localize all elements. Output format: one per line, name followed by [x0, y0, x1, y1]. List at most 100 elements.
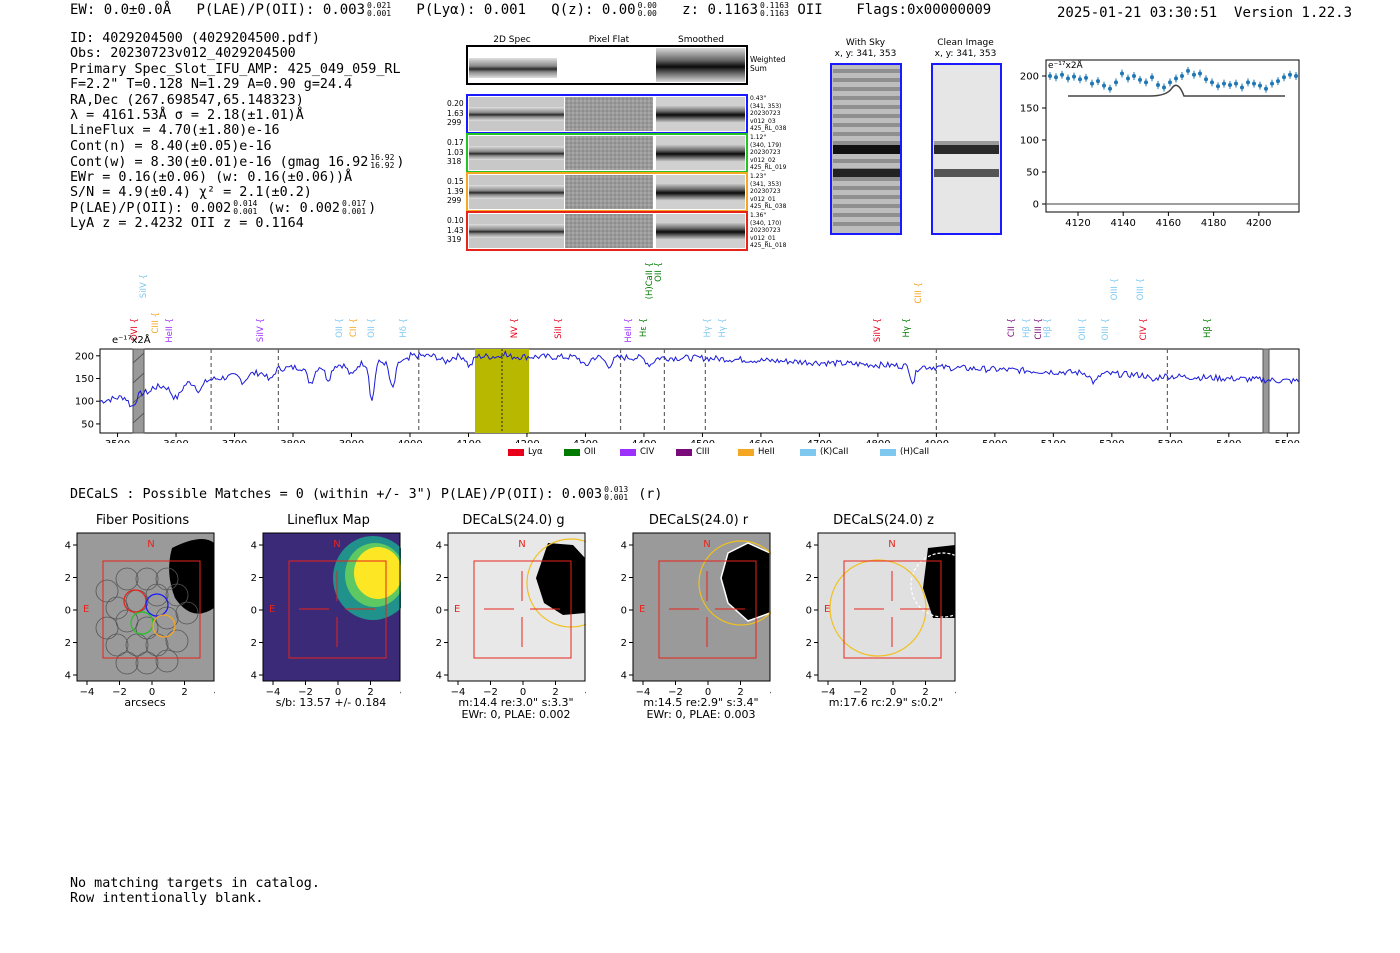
fiber-meta: (341, 353): [750, 180, 782, 188]
spectrum-xtick: 4700: [807, 439, 832, 443]
cutout-ytick: −4: [806, 671, 812, 682]
spectral-line-label: SiII {: [554, 318, 565, 339]
spectral-line-label: SiIV {: [872, 318, 883, 343]
spectral-line-label: Hδ {: [399, 318, 410, 338]
cutout-ytick: −4: [251, 671, 257, 682]
zoom-data-point: [1234, 81, 1238, 86]
info-cont-w: Cont(w) = 8.30(±0.01)e-16 (gmag 16.92 16.…: [70, 154, 404, 171]
north-label: N: [703, 539, 710, 550]
fiber-meta: v012_02: [750, 156, 776, 164]
fiber-meta: 425_RL_018: [750, 242, 787, 250]
spectrum-xtick: 4900: [924, 439, 949, 443]
north-label: N: [147, 539, 154, 550]
cutout-xtick: 0: [890, 687, 896, 695]
fiber-circle-red: [123, 589, 147, 613]
spectral-line-label: Hβ {: [1022, 318, 1033, 338]
info-cont-n: Cont(n) = 8.40(±0.05)e-16: [70, 138, 272, 154]
plae-w-hi: 0.017: [341, 199, 367, 209]
search-box: [102, 560, 201, 659]
fiber-circle: [95, 616, 119, 640]
fiber-meta: 20230723: [750, 110, 781, 118]
spectrum-xtick: 5500: [1275, 439, 1300, 443]
cutout-xtick: 4: [214, 687, 215, 695]
weighted-smoothed: [656, 48, 745, 82]
fiber-circle-orange: [152, 614, 176, 638]
zoom-data-point: [1216, 84, 1220, 89]
fiber-circle: [155, 649, 179, 673]
fiber-row-stats: 0.15 1.39 299: [447, 177, 464, 206]
info-lya-z: LyA z = 2.4232 OII z = 0.1164: [70, 215, 304, 231]
zoom-xtick: 4160: [1156, 218, 1181, 229]
zoom-data-point: [1132, 74, 1136, 78]
fiber-stat: 0.20: [447, 99, 464, 108]
with-sky-title: With Sky x, y: 341, 353: [828, 38, 903, 60]
cutout-xtick: 4: [955, 687, 956, 695]
cutout-caption: m:14.5 re:2.9" s:3.4" EWr: 0, PLAE: 0.003: [621, 697, 781, 721]
fiber-row-stats: 0.20 1.63 299: [447, 99, 464, 128]
zoom-data-point: [1150, 75, 1154, 80]
cutout-caption: m:14.4 re:3.0" s:3.3" EWr: 0, PLAE: 0.002: [436, 697, 596, 721]
cutout-xtick: 4: [770, 687, 771, 695]
z-hi: 0.1163: [760, 1, 789, 10]
fiber-row-meta: 1.12" (340, 179) 20230723 v012_02 425_RL_019: [750, 134, 786, 172]
spectrum-xtick: 4300: [573, 439, 598, 443]
cutout-ytick: 0: [65, 606, 71, 617]
east-label: E: [824, 604, 830, 615]
fiber-meta: 1.36": [750, 212, 767, 219]
fiber-stat: 1.43: [447, 225, 464, 235]
spectrum-xtick: 4800: [865, 439, 890, 443]
spectral-line-label: OIII {: [1077, 318, 1088, 341]
fiber-meta: 20230723: [750, 227, 781, 235]
fiber-meta: 425_RL_019: [750, 164, 787, 172]
flags-value: Flags:0x00000009: [856, 2, 992, 18]
fiber-circle: [115, 609, 139, 633]
plae-text: P(LAE)/P(OII): 0.002: [70, 201, 232, 217]
legend-label: CIII: [696, 447, 710, 457]
plae-w-text: (w: 0.002: [267, 201, 340, 217]
spectral-line-label: HeII {: [624, 318, 635, 343]
cutout-caption-line-2: EWr: 0, PLAE: 0.002: [461, 708, 571, 721]
fiber-stat: 1.03: [447, 147, 464, 157]
fiber-meta: 1.12": [750, 134, 767, 141]
legend-entry: Lyα: [508, 447, 543, 457]
fiber-stat: 0.10: [447, 216, 464, 225]
cutout-ytick: −4: [65, 671, 71, 682]
east-label: E: [269, 604, 275, 615]
cutout-panel: N E 4 2 0 −2 −4 −4 −2 0 2 4: [65, 532, 215, 695]
zoom-spectrum-plot: 200 150 100 50 0 4120 4140 4160 4180 4200: [1020, 59, 1300, 229]
cutout-caption: s/b: 13.57 +/- 0.184: [251, 697, 411, 709]
fiber-row-smoothed-trace: [656, 105, 745, 123]
zoom-data-point: [1084, 75, 1088, 80]
zoom-xtick: 4180: [1201, 218, 1226, 229]
zoom-data-point: [1276, 79, 1280, 84]
timestamp-version: 2025-01-21 03:30:51 Version 1.22.3: [1057, 5, 1352, 21]
fiber-meta: (340, 170): [750, 219, 782, 227]
spectrum-xtick: 5300: [1158, 439, 1183, 443]
decals-range: 0.013 0.001: [604, 486, 628, 502]
z-value: z: 0.1163: [682, 2, 759, 18]
fiber-circle: [165, 629, 189, 653]
cont-w-text: Cont(w) = 8.30(±0.01)e-16 (gmag 16.92: [70, 155, 369, 171]
cutout-xtick: −2: [298, 687, 313, 695]
zoom-data-point: [1180, 74, 1184, 78]
north-label: N: [518, 539, 525, 550]
cutout-ytick: 4: [65, 541, 71, 552]
fiber-row-meta: 0.43" (341, 353) 20230723 v012_03 425_RL_038: [750, 95, 786, 133]
cutout-ytick: 0: [251, 606, 257, 617]
spectrum-xtick: 4000: [397, 439, 422, 443]
zoom-data-point: [1210, 80, 1214, 85]
cutout-xtick: 2: [367, 687, 373, 695]
aperture-ellipse: [698, 540, 771, 626]
col-2d-spec: 2D Spec: [493, 35, 531, 45]
fiber-circle: [165, 583, 189, 607]
zoom-data-point: [1186, 68, 1190, 73]
info-id: ID: 4029204500 (4029204500.pdf): [70, 31, 320, 46]
zoom-data-point: [1078, 77, 1082, 82]
cutout-xtick: −4: [636, 687, 651, 695]
cutout-xtick: −4: [451, 687, 466, 695]
spectral-line-label: CIV {: [1139, 318, 1149, 341]
fiber-row-meta: 1.36" (340, 170) 20230723 v012_01 425_RL_018: [750, 212, 786, 250]
spectral-line-label: SiIV {: [138, 274, 149, 299]
sum-label: Sum: [750, 64, 767, 73]
timestamp: 2025-01-21 03:30:51: [1057, 5, 1218, 21]
